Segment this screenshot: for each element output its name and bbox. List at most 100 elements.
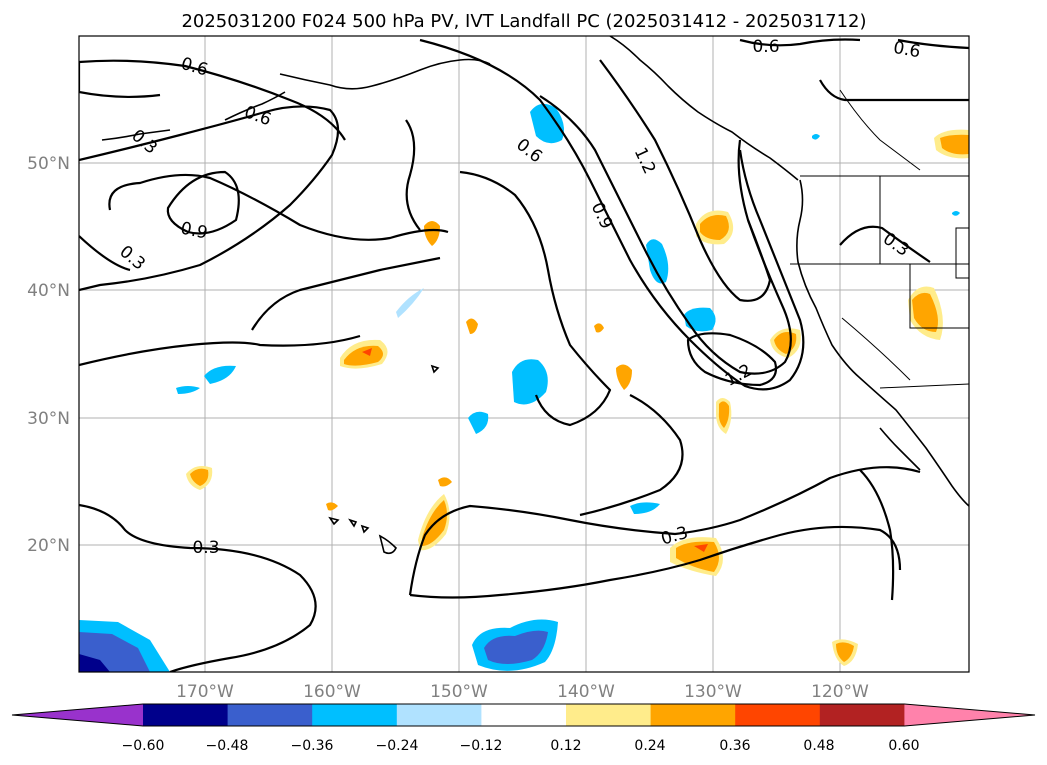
lat-tick-label: 50°N [27, 154, 70, 174]
shade-neg-2 [684, 307, 716, 332]
colorbar-segment [143, 704, 229, 726]
baja-coast [879, 427, 921, 471]
shade-pos-7-peak [694, 544, 708, 552]
shade-neg-7 [396, 288, 424, 318]
lon-tick-labels: 170°W 160°W 150°W 140°W 130°W 120°W [176, 682, 869, 702]
gridlines [79, 36, 969, 672]
contour-0.3-mid [579, 394, 684, 517]
shade-neg-3 [512, 359, 548, 405]
colorbar-tick-label: 0.24 [634, 738, 665, 754]
shade-neg-6 [176, 386, 200, 394]
shade-neg-gulf [530, 103, 564, 144]
colorbar-ticks: −0.60 −0.48 −0.36 −0.24 −0.12 0.12 0.24 … [122, 738, 920, 754]
coastlines [101, 36, 969, 555]
lon-tick-label: 160°W [303, 682, 361, 702]
colorbar-tick-label: −0.60 [122, 738, 165, 754]
colorbar-segment [735, 704, 821, 726]
colorbar-segment [227, 704, 313, 726]
lat-tick-label: 20°N [27, 536, 70, 556]
colorbar-segment [481, 704, 567, 726]
colorbar-segment [819, 704, 905, 726]
contour-0.6-mid [108, 173, 449, 241]
colorbar-tick-label: −0.48 [206, 738, 249, 754]
contour-0.3-south-low [79, 503, 317, 672]
political-borders [790, 89, 969, 389]
colorbar-outline [11, 703, 1036, 727]
colorbar-segment [312, 704, 398, 726]
contour-0.3-subtropic-lower [409, 525, 902, 599]
contour-0.6-inner [251, 256, 441, 331]
lat-tick-label: 40°N [27, 281, 70, 301]
contour-label: 0.3 [192, 538, 219, 558]
contour-0.6-top-right [897, 38, 969, 50]
shade-neg-8 [630, 502, 660, 514]
contour-0.3-subtropic [408, 466, 921, 596]
colorbar [11, 703, 1036, 727]
state-border [841, 317, 911, 381]
contour-0.3-north [79, 105, 340, 292]
shade-neg-9 [812, 134, 820, 140]
contour-0.3-inland [839, 225, 931, 263]
contour-0.3-ne [819, 79, 969, 102]
shade-pos-1-core [940, 134, 969, 155]
colorbar-segment [396, 704, 482, 726]
hawaii-island [328, 516, 340, 526]
contour-0.3-south [79, 334, 361, 367]
shade-pos-9-core [190, 468, 209, 486]
lon-tick-label: 170°W [176, 682, 234, 702]
shade-pos-12 [616, 364, 632, 390]
map-frame [78, 35, 970, 673]
map-title: 2025031200 F024 500 hPa PV, IVT Landfall… [181, 11, 866, 32]
colorbar-segment [566, 704, 652, 726]
contour-0.6-north [79, 59, 346, 141]
contour-label: 0.6 [752, 37, 779, 57]
shade-pos-7-core [676, 541, 719, 572]
contour-0.6-top [739, 38, 861, 47]
contour-0.6-ridge [459, 170, 612, 427]
colorbar-tick-label: −0.36 [291, 738, 334, 754]
shade-pos-15 [438, 477, 452, 487]
lon-tick-label: 140°W [557, 682, 615, 702]
colorbar-tick-label: 0.36 [719, 738, 750, 754]
contour-0.3-ridge [405, 119, 421, 231]
shade-pos-8-core [718, 401, 730, 428]
shade-pos-10-core [836, 642, 854, 662]
contour-0.3-east [859, 469, 895, 601]
shade-pos-14 [594, 323, 604, 333]
shade-neg-sw-peak [79, 654, 110, 672]
shade-pos-5-peak [362, 348, 372, 356]
shade-neg-5 [204, 365, 236, 384]
province-border [839, 89, 921, 171]
contour-1.2-trough [599, 59, 772, 302]
state-border [909, 264, 969, 329]
mexico-border [879, 383, 969, 389]
ivt-shading [79, 103, 969, 672]
shade-pos-5-core [344, 345, 383, 366]
hawaii-island [348, 518, 358, 528]
alaska-peninsula-coast [279, 58, 491, 90]
map-background [79, 36, 969, 672]
contour-labels: 0.6 0.6 0.6 0.3 0.6 1.2 0.6 0.9 0.9 0.3 … [115, 37, 921, 558]
colorbar-tick-label: −0.24 [376, 738, 419, 754]
shade-neg-4 [468, 411, 489, 434]
hawaii-big-island [378, 534, 397, 555]
shade-pos-16 [326, 502, 338, 511]
lon-tick-label: 120°W [811, 682, 869, 702]
hawaii-island [360, 524, 370, 534]
contour-0.6-trough [419, 38, 805, 391]
contour-1.2-closed [686, 332, 778, 387]
lat-tick-label: 30°N [27, 409, 70, 429]
shade-pos-3-core [912, 292, 938, 332]
colorbar-tick-label: 0.12 [550, 738, 581, 754]
alaska-panhandle-coast [609, 36, 799, 181]
shade-pos-11 [424, 221, 440, 246]
colorbar-extend-low [12, 704, 143, 726]
map-panel: 0.6 0.6 0.6 0.3 0.6 1.2 0.6 0.9 0.9 0.3 … [78, 35, 970, 673]
lon-tick-label: 130°W [684, 682, 742, 702]
contour-0.9-closed [166, 170, 240, 235]
colorbar-extend-high [904, 704, 1035, 726]
shade-pos-13 [466, 318, 478, 334]
shade-pos-2-core [700, 215, 729, 240]
us-west-coast [796, 179, 969, 507]
